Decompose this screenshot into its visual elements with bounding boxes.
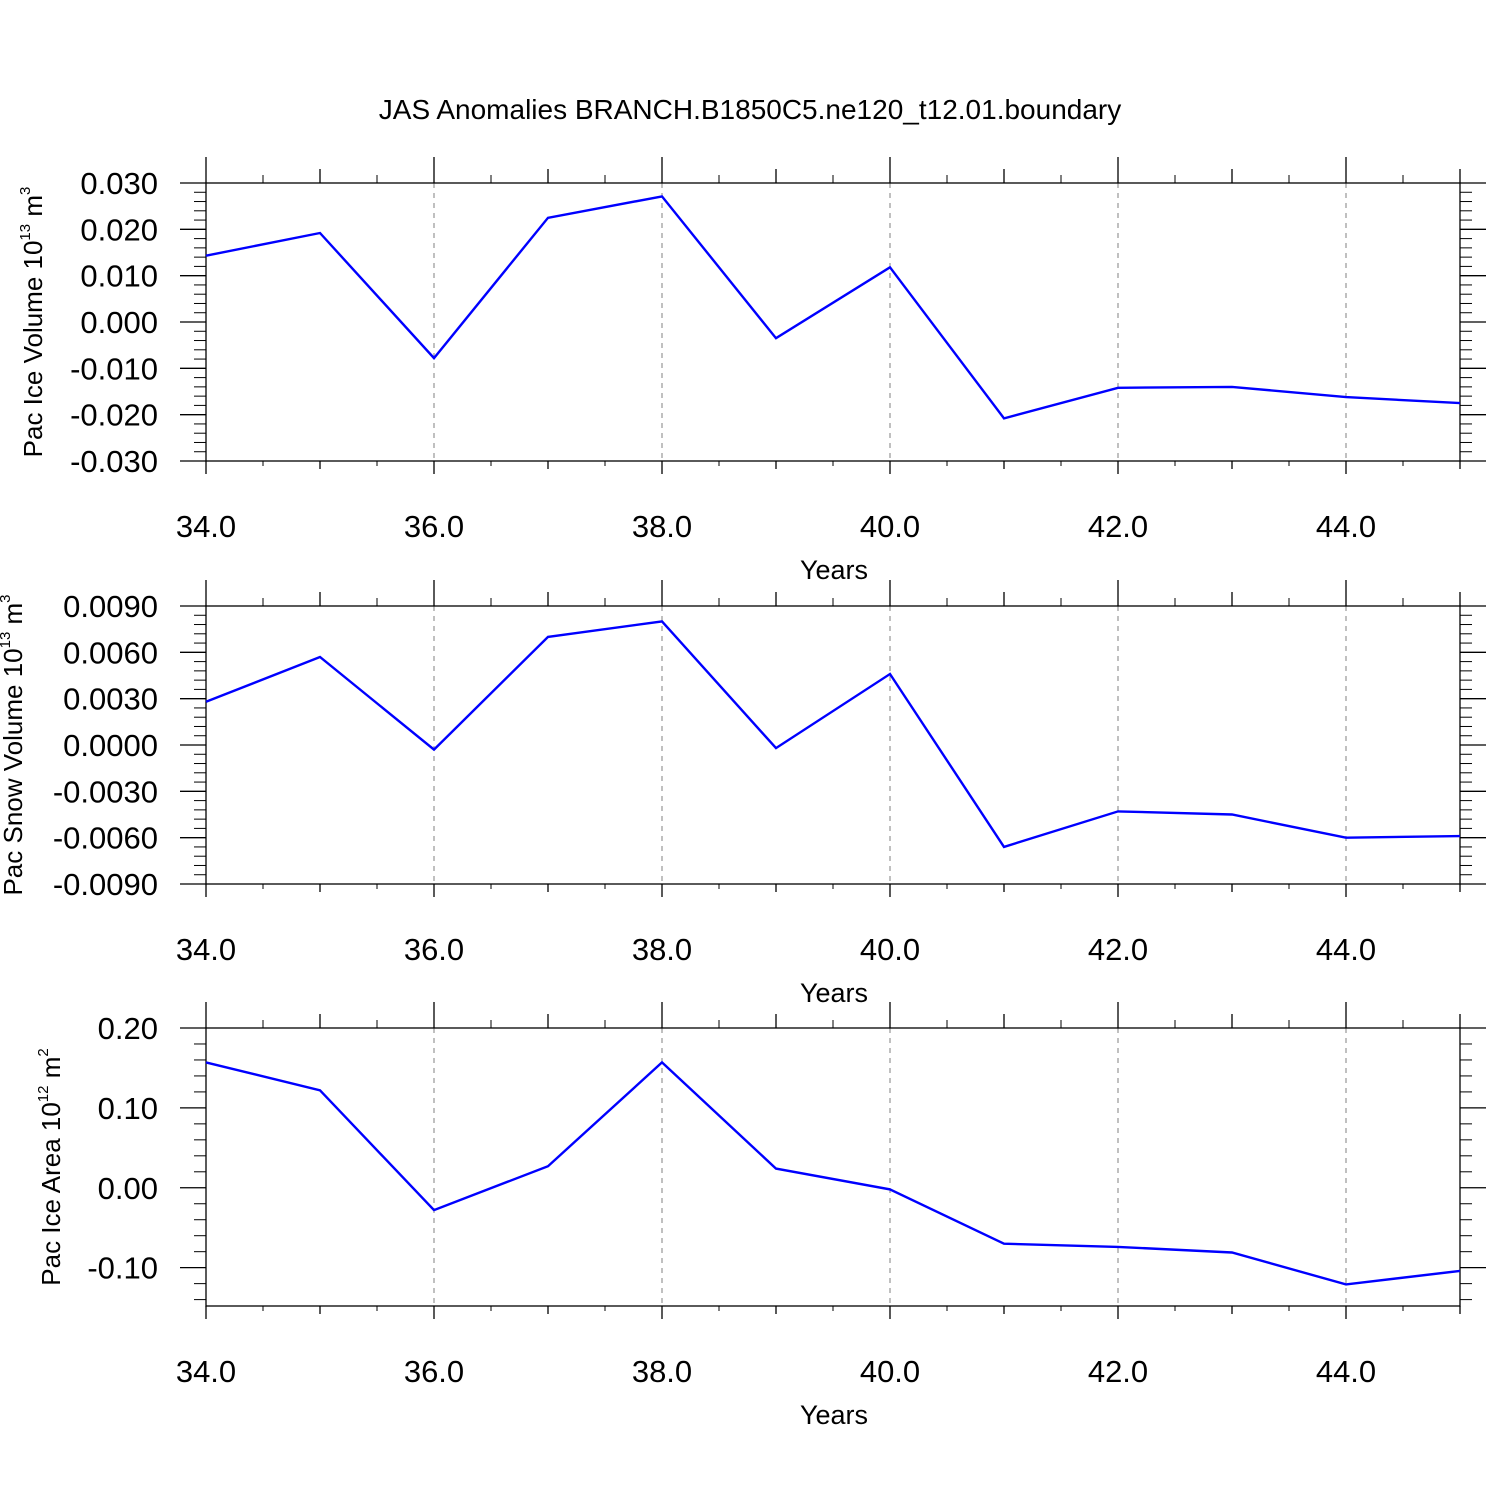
y-tick-label: 0.00	[98, 1171, 158, 1206]
y-tick-label: 0.20	[98, 1011, 158, 1046]
panel-2: 0.0090 0.0060 0.0030 0.0000 -0.0030 -0.0060 -0…	[0, 580, 1486, 1008]
x-tick-label: 44.0	[1316, 932, 1376, 967]
x-tick-label: 36.0	[404, 1354, 464, 1389]
y-tick-label: -0.0060	[53, 821, 158, 856]
series-line-1	[205, 1060, 1461, 1286]
x-tick-label: 40.0	[860, 509, 920, 544]
x-tick-label: 40.0	[860, 1354, 920, 1389]
y-tick-label: 0.030	[80, 166, 158, 201]
x-tick-label: 38.0	[632, 932, 692, 967]
x-tick-label: 34.0	[176, 932, 236, 967]
x-tick-label: 38.0	[632, 509, 692, 544]
series-line-1	[205, 195, 1461, 420]
y-tick-label: 0.010	[80, 259, 158, 294]
panel-1: 0.030 0.020 0.010 0.000 -0.010 -0.020 -0.030 34…	[17, 157, 1486, 585]
x-tick-label: 36.0	[404, 509, 464, 544]
y-axis-label: Pac Ice Area 1012 m2	[35, 1048, 66, 1285]
y-tick-label: -0.010	[70, 351, 158, 386]
y-tick-label: -0.0090	[53, 867, 158, 902]
plot-frame	[205, 182, 1461, 462]
x-tick-label: 34.0	[176, 509, 236, 544]
x-tick-label: 34.0	[176, 1354, 236, 1389]
y-tick-label: -0.10	[87, 1251, 158, 1286]
x-tick-label: 42.0	[1088, 1354, 1148, 1389]
y-tick-label: -0.020	[70, 398, 158, 433]
y-tick-label: 0.0090	[63, 589, 158, 624]
series-line-1	[205, 620, 1461, 849]
y-tick-label: 0.10	[98, 1091, 158, 1126]
y-axis-label: Pac Ice Volume 1013 m3	[17, 187, 48, 458]
x-axis-label: Years	[800, 1400, 868, 1430]
x-tick-label: 36.0	[404, 932, 464, 967]
y-axis-label: Pac Snow Volume 1013 m3	[0, 594, 28, 895]
x-tick-label: 42.0	[1088, 932, 1148, 967]
y-tick-label: 0.020	[80, 212, 158, 247]
x-tick-label: 40.0	[860, 932, 920, 967]
x-tick-label: 44.0	[1316, 1354, 1376, 1389]
x-axis-label: Years	[800, 555, 868, 585]
y-tick-label: -0.030	[70, 444, 158, 479]
figure-title: JAS Anomalies BRANCH.B1850C5.ne120_t12.0…	[379, 94, 1121, 125]
x-tick-label: 42.0	[1088, 509, 1148, 544]
y-tick-label: -0.0030	[53, 774, 158, 809]
y-tick-label: 0.000	[80, 305, 158, 340]
x-tick-label: 44.0	[1316, 509, 1376, 544]
x-axis-label: Years	[800, 978, 868, 1008]
x-tick-label: 38.0	[632, 1354, 692, 1389]
y-tick-label: 0.0030	[63, 682, 158, 717]
panel-3: 0.20 0.10 0.00 -0.10 34.0 36.0 38.0 40.0 42.0 44.…	[35, 1002, 1486, 1430]
plot-frame	[205, 605, 1461, 885]
y-tick-label: 0.0000	[63, 728, 158, 763]
y-tick-label: 0.0060	[63, 635, 158, 670]
